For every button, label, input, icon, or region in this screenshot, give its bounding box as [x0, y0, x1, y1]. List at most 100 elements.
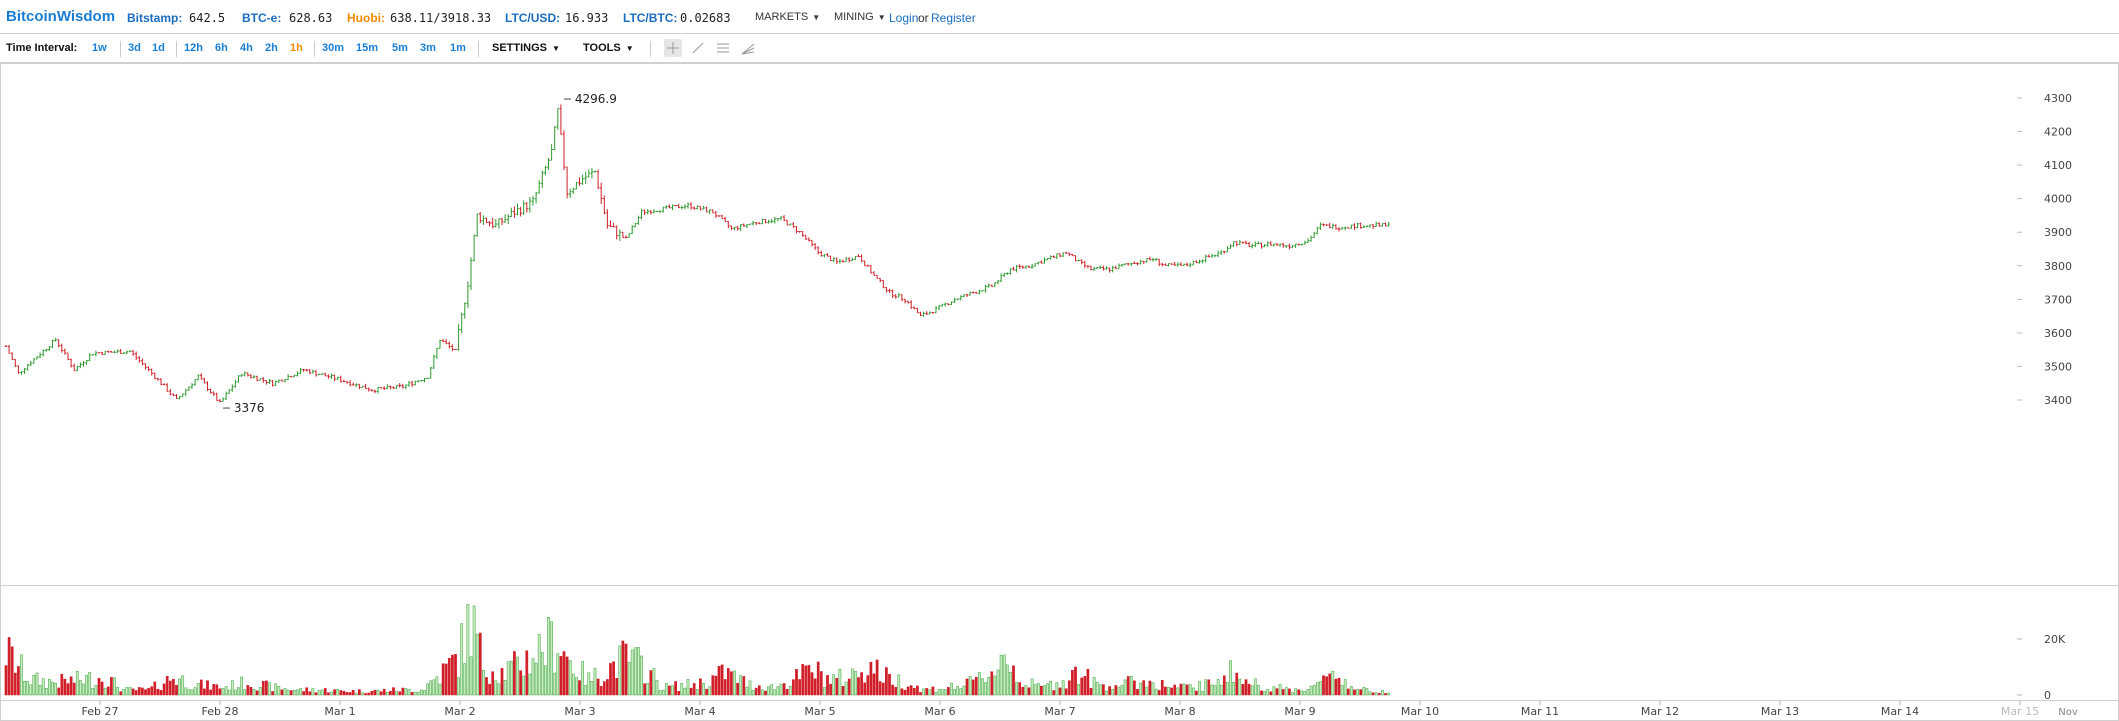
price-chart[interactable]: 4300 4200 4100 4000 3900 3800 3700 3600 3500 3400…: [0, 63, 2119, 721]
interval-6h[interactable]: 6h: [215, 42, 228, 54]
volume-bar: [317, 690, 321, 696]
candle: [20, 371, 23, 375]
volume-bar: [330, 691, 333, 696]
candle: [215, 392, 219, 401]
ticker-ltcusd-value: 16.933: [565, 11, 609, 25]
volume-bar: [633, 647, 637, 696]
interval-1m[interactable]: 1m: [450, 42, 466, 54]
interval-3d[interactable]: 3d: [128, 42, 141, 54]
tools-menu[interactable]: TOOLS ▼: [583, 42, 634, 54]
volume-bar: [193, 687, 197, 696]
candle: [1015, 265, 1018, 273]
volume-bar: [333, 689, 336, 696]
interval-2h[interactable]: 2h: [265, 42, 278, 54]
volume-bar: [1232, 681, 1235, 696]
candle: [342, 379, 346, 382]
candle: [333, 374, 336, 382]
candle: [739, 224, 742, 231]
login-link[interactable]: Login: [889, 11, 919, 25]
volume-bar: [974, 676, 978, 696]
candle: [1071, 253, 1074, 257]
separator: [650, 41, 651, 57]
volume-bar: [1105, 690, 1108, 696]
ticker-ltcbtc-label[interactable]: LTC/BTC:: [623, 11, 678, 25]
candle: [1027, 265, 1031, 268]
annotations: 4296.9 3376: [222, 92, 617, 415]
candle: [159, 377, 163, 386]
candle: [500, 218, 504, 226]
volume-bar: [444, 663, 448, 696]
markets-menu[interactable]: MARKETS ▼: [755, 11, 820, 23]
fan-tool-icon[interactable]: [739, 39, 757, 57]
price-axis: 4300 4200 4100 4000 3900 3800 3700 3600 3500 3400: [2017, 92, 2072, 407]
candle: [1046, 257, 1049, 261]
chart-toolbar: Time Interval: 1w 3d 1d 12h 6h 4h 2h 1h …: [0, 35, 2119, 63]
volume-bar: [1241, 683, 1245, 696]
volume-bar: [54, 683, 57, 696]
candle: [1300, 243, 1304, 246]
candle: [878, 277, 882, 283]
candle: [63, 348, 67, 355]
candle: [364, 383, 367, 390]
volume-bar: [1049, 681, 1053, 696]
interval-1w[interactable]: 1w: [92, 42, 107, 54]
candle: [330, 373, 333, 380]
ticker-btce-label[interactable]: BTC-e:: [242, 11, 282, 25]
interval-1d[interactable]: 1d: [152, 42, 165, 54]
candle: [1154, 258, 1158, 262]
interval-30m[interactable]: 30m: [322, 42, 345, 54]
candle: [88, 353, 91, 362]
candle: [1347, 227, 1350, 229]
candle: [575, 181, 578, 190]
candle: [1161, 262, 1164, 267]
register-link[interactable]: Register: [931, 11, 976, 25]
candle: [692, 206, 696, 210]
volume-bar: [1340, 685, 1344, 696]
candle: [686, 202, 690, 209]
interval-3m[interactable]: 3m: [420, 42, 436, 54]
ticker-huobi-label[interactable]: Huobi:: [347, 11, 385, 25]
interval-5m[interactable]: 5m: [392, 42, 408, 54]
volume-bar: [1306, 689, 1310, 696]
candle: [925, 311, 928, 315]
interval-4h[interactable]: 4h: [240, 42, 253, 54]
line-tool-icon[interactable]: [689, 39, 707, 57]
candle: [1068, 252, 1071, 257]
candle: [1368, 224, 1372, 228]
volume-bar: [283, 688, 287, 696]
ticker-bitstamp-label[interactable]: Bitstamp:: [127, 11, 183, 25]
interval-1h[interactable]: 1h: [290, 42, 303, 54]
candle: [975, 291, 978, 294]
candle: [212, 391, 215, 396]
brand-logo[interactable]: BitcoinWisdom: [6, 8, 116, 25]
candle: [826, 252, 829, 257]
interval-15m[interactable]: 15m: [356, 42, 379, 54]
volume-bar: [286, 689, 290, 696]
candle: [246, 372, 250, 377]
crosshair-icon[interactable]: [664, 39, 682, 57]
ticker-ltcusd-label[interactable]: LTC/USD:: [505, 11, 561, 25]
interval-12h[interactable]: 12h: [184, 42, 203, 54]
volume-bar: [513, 651, 516, 696]
volume-bar: [900, 688, 904, 696]
volume-bar: [1129, 675, 1133, 696]
volume-bar: [680, 683, 684, 696]
candle: [934, 306, 938, 314]
candle: [599, 182, 603, 204]
volume-bar: [739, 675, 743, 696]
volume-bar: [119, 691, 123, 696]
volume-bar: [156, 688, 160, 696]
candle: [141, 358, 144, 366]
volume-tick-label: 20K: [2044, 633, 2066, 646]
x-extra-label: Nov: [2058, 707, 2078, 718]
mining-menu[interactable]: MINING ▼: [834, 11, 886, 23]
candle: [723, 216, 727, 223]
volume-bar: [376, 689, 380, 696]
settings-menu[interactable]: SETTINGS ▼: [492, 42, 560, 54]
volume-bar: [137, 687, 141, 696]
volume-bar: [1272, 686, 1276, 696]
candle: [1303, 240, 1307, 245]
volume-bar: [268, 682, 271, 696]
parallel-lines-icon[interactable]: [714, 39, 732, 57]
volume-bar: [51, 681, 54, 696]
